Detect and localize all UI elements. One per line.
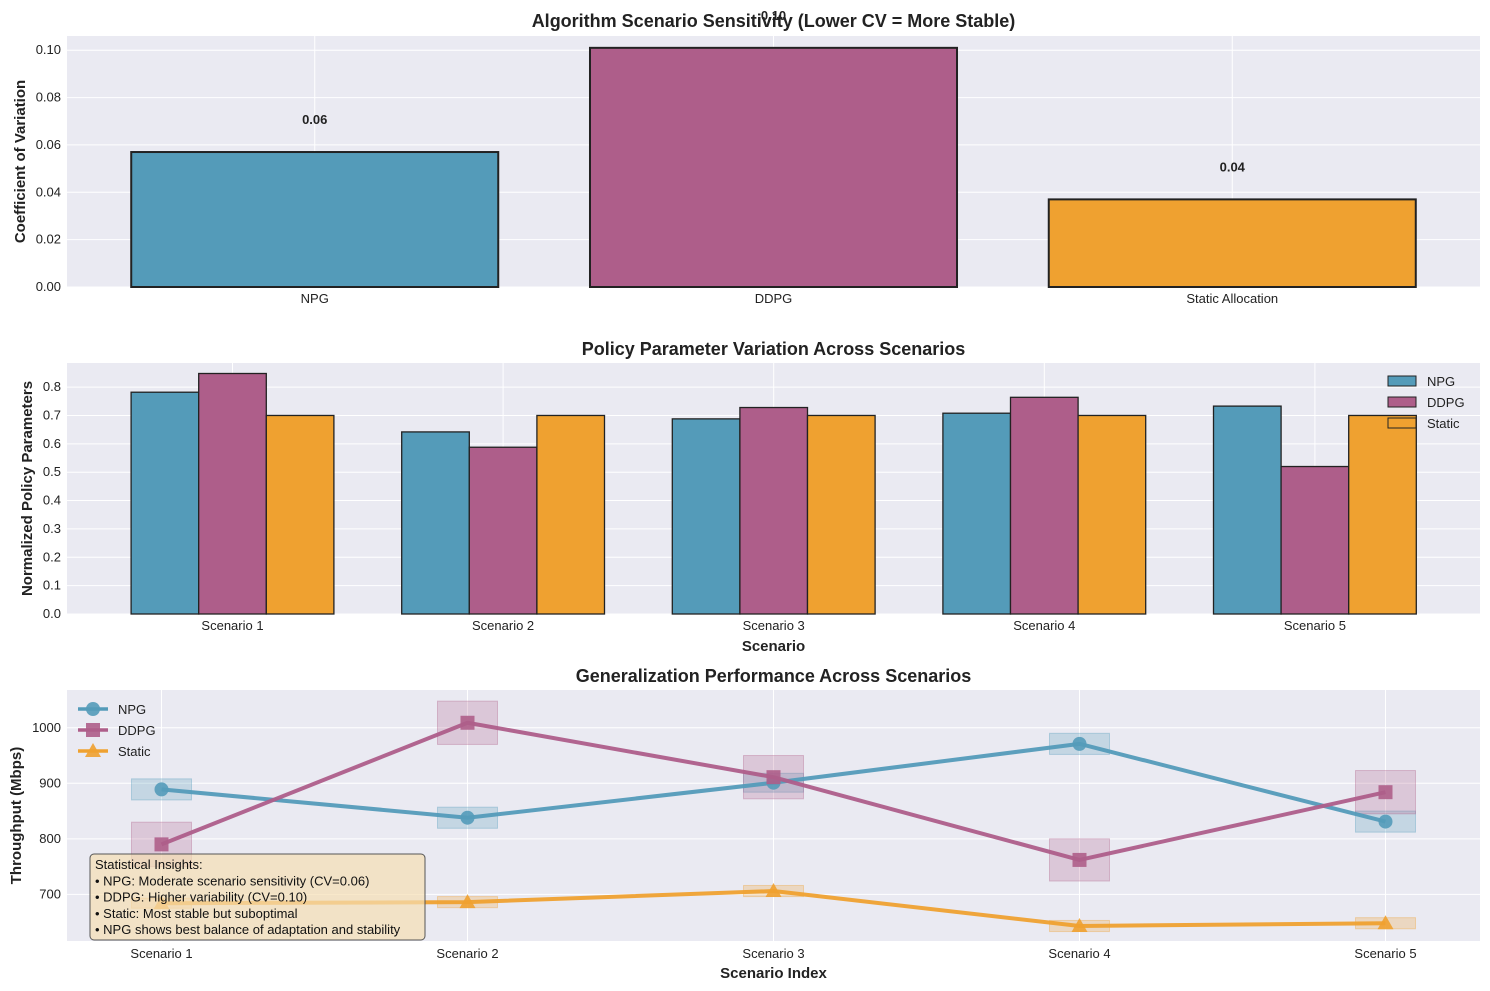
data-point-static xyxy=(1377,915,1394,930)
bar-npg xyxy=(130,391,200,615)
data-point-npg xyxy=(1378,814,1393,829)
x-tick-label: Scenario 1 xyxy=(130,946,192,961)
x-tick-label: Scenario 3 xyxy=(742,946,804,961)
panel-cv-sensitivity: 0.00 0.02 0.04 0.06 0.08 0.10 0.06 NPG 0.10 DDPG 0… xyxy=(12,8,1480,306)
data-point-static xyxy=(459,894,476,909)
x-tick-label: NPG xyxy=(301,291,329,306)
legend-label: DDPG xyxy=(118,723,156,738)
insights-line: • DDPG: Higher variability (CV=0.10) xyxy=(95,890,307,905)
panel-generalization: 700 800 900 1000 Scenario 1 Scenario 2 Scenari… xyxy=(8,666,1480,982)
data-point-npg xyxy=(154,782,169,797)
panel-policy-parameters: 0.0 0.1 0.2 0.3 0.4 0.5 0.6 0.7 0.8 Scenario 1 Sce… xyxy=(19,339,1480,655)
y-tick-label: 0.3 xyxy=(43,521,61,536)
y-tick-label: 0.08 xyxy=(36,90,61,105)
insights-background xyxy=(89,853,426,941)
legend-marker-static xyxy=(85,743,101,757)
bar-ddpg xyxy=(588,46,959,288)
x-tick-label: Static Allocation xyxy=(1186,291,1278,306)
x-axis-label: Scenario xyxy=(742,638,805,655)
chart-title: Algorithm Scenario Sensitivity (Lower CV… xyxy=(532,11,1016,31)
y-tick-label: 0.06 xyxy=(36,137,61,152)
y-tick-label: 0.10 xyxy=(36,42,61,57)
data-point-ddpg xyxy=(460,715,475,730)
bar-static xyxy=(806,414,876,615)
x-tick-label: Scenario 5 xyxy=(1284,618,1346,633)
legend-label: NPG xyxy=(118,702,146,717)
data-point-npg xyxy=(460,810,475,825)
x-tick-label: DDPG xyxy=(755,291,793,306)
y-tick-label: 0.8 xyxy=(43,379,61,394)
legend-swatch-ddpg xyxy=(1387,396,1417,408)
y-tick-label: 800 xyxy=(39,831,61,846)
bar-ddpg xyxy=(198,372,267,615)
legend-label: Static xyxy=(118,744,151,759)
x-axis-label: Scenario Index xyxy=(720,965,827,982)
legend-label: NPG xyxy=(1427,374,1455,389)
y-axis-label: Normalized Policy Parameters xyxy=(19,381,36,596)
y-tick-label: 0.6 xyxy=(43,436,61,451)
statistical-insights-box: Statistical Insights:• NPG: Moderate sce… xyxy=(89,853,426,941)
data-label: 0.04 xyxy=(1220,159,1246,174)
bar-npg xyxy=(942,412,1012,615)
bar-static xyxy=(265,414,335,615)
legend-swatch-npg xyxy=(1387,375,1417,387)
data-point-static xyxy=(765,883,782,898)
bar-npg xyxy=(401,431,470,615)
insights-line: • NPG: Moderate scenario sensitivity (CV… xyxy=(95,873,369,888)
data-point-ddpg xyxy=(1072,852,1087,867)
x-tick-label: Scenario 3 xyxy=(743,618,805,633)
legend-marker-npg xyxy=(86,702,100,716)
bar-npg xyxy=(130,151,500,288)
insights-line: • NPG shows best balance of adaptation a… xyxy=(95,922,401,937)
data-point-static xyxy=(1071,918,1088,933)
x-tick-label: Scenario 2 xyxy=(436,946,498,961)
y-tick-label: 0.04 xyxy=(36,184,61,199)
y-tick-label: 0.7 xyxy=(43,407,61,422)
y-tick-label: 700 xyxy=(39,886,61,901)
insights-line: Statistical Insights: xyxy=(95,857,203,872)
data-label: 0.06 xyxy=(302,112,327,127)
y-tick-label: 0.4 xyxy=(43,493,61,508)
bar-npg xyxy=(671,418,741,615)
bar-ddpg xyxy=(1009,396,1079,615)
x-tick-label: Scenario 4 xyxy=(1048,946,1110,961)
data-point-ddpg xyxy=(1378,785,1393,800)
y-axis-label: Throughput (Mbps) xyxy=(8,747,25,884)
bar-ddpg xyxy=(739,406,809,615)
bar-ddpg xyxy=(468,446,538,615)
legend-swatch-static xyxy=(1387,417,1417,429)
legend-marker-ddpg xyxy=(86,723,100,737)
y-tick-label: 0.1 xyxy=(43,578,61,593)
y-tick-label: 0.00 xyxy=(36,279,61,294)
x-tick-label: Scenario 1 xyxy=(201,618,263,633)
legend-label: DDPG xyxy=(1427,395,1465,410)
y-tick-label: 1000 xyxy=(32,720,61,735)
data-label: 0.10 xyxy=(761,8,786,23)
bar-npg xyxy=(1212,405,1282,615)
chart-title: Policy Parameter Variation Across Scenar… xyxy=(582,339,966,359)
y-tick-label: 0.2 xyxy=(43,549,61,564)
insights-line: • Static: Most stable but suboptimal xyxy=(95,906,298,921)
y-tick-label: 900 xyxy=(39,775,61,790)
bar-static xyxy=(1348,414,1417,615)
data-point-ddpg xyxy=(766,770,781,785)
y-tick-label: 0.02 xyxy=(36,232,61,247)
legend-label: Static xyxy=(1427,416,1460,431)
data-point-ddpg xyxy=(154,837,169,852)
chart-title: Generalization Performance Across Scenar… xyxy=(576,666,972,686)
bar-ddpg xyxy=(1280,465,1350,615)
bar-static xyxy=(1077,414,1147,615)
y-tick-label: 0.5 xyxy=(43,464,61,479)
bar-static-allocation xyxy=(1047,198,1417,288)
x-tick-label: Scenario 5 xyxy=(1354,946,1416,961)
y-axis-label: Coefficient of Variation xyxy=(12,80,29,243)
x-tick-label: Scenario 4 xyxy=(1013,618,1075,633)
y-tick-label: 0.0 xyxy=(43,606,61,621)
bar-static xyxy=(536,414,606,615)
data-point-npg xyxy=(1072,736,1087,751)
x-tick-label: Scenario 2 xyxy=(472,618,534,633)
